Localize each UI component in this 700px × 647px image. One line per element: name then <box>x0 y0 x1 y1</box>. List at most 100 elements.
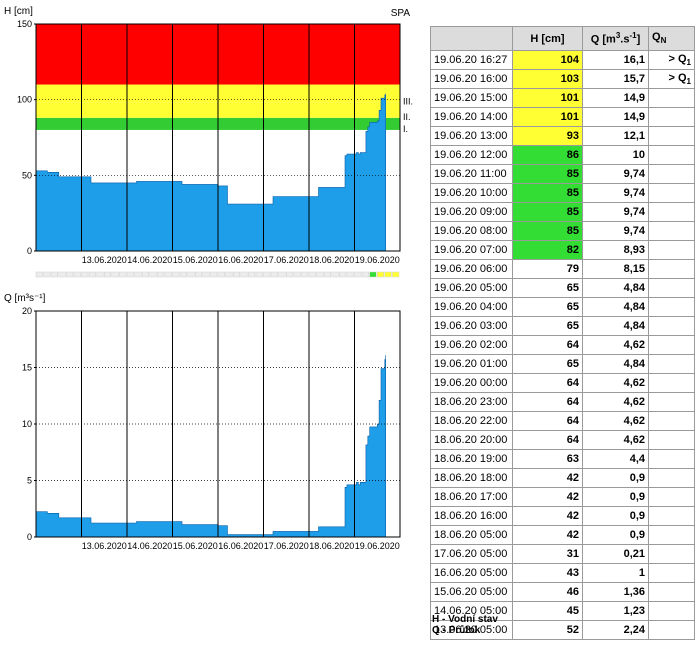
table-row: 19.06.20 04:00 65 4,84 <box>430 297 695 317</box>
row-h-value: 64 <box>512 373 583 393</box>
table-row: 19.06.20 16:00 103 15,7 > Q1 <box>430 69 695 89</box>
row-q-value: 4,62 <box>582 373 649 393</box>
status-cell <box>50 271 59 278</box>
status-cell <box>157 271 165 278</box>
row-qn-flag: > Q1 <box>648 69 695 89</box>
q-xtick-label: 16.06.2020 <box>218 541 263 551</box>
q-ytick-label: 20 <box>22 306 32 316</box>
table-row: 17.06.20 05:00 31 0,21 <box>430 544 695 564</box>
status-cell <box>149 271 157 278</box>
table-row: 19.06.20 09:00 85 9,74 <box>430 202 695 222</box>
status-cell <box>43 271 51 278</box>
q-plot-frame <box>35 310 401 538</box>
row-time: 19.06.20 02:00 <box>430 335 513 355</box>
legend: H - Vodní stav Q - Průtok <box>432 614 498 636</box>
row-h-value: 79 <box>512 259 583 279</box>
table-row: 19.06.20 13:00 93 12,1 <box>430 126 695 146</box>
row-time: 19.06.20 00:00 <box>430 373 513 393</box>
status-cell <box>331 271 339 278</box>
measurements-table: H [cm] Q [m3.s-1] QN 19.06.20 16:27 104 16… <box>430 26 695 640</box>
table-row: 19.06.20 03:00 65 4,84 <box>430 316 695 336</box>
row-time: 18.06.20 18:00 <box>430 468 513 488</box>
q-ytick-label: 15 <box>22 363 32 373</box>
row-q-value: 2,24 <box>582 620 649 640</box>
row-q-value: 4,84 <box>582 316 649 336</box>
status-cell <box>172 271 180 278</box>
status-cell <box>88 271 96 278</box>
status-cell <box>278 271 286 278</box>
row-time: 19.06.20 11:00 <box>430 164 513 184</box>
row-q-value: 16,1 <box>582 50 649 70</box>
h-plot-frame <box>35 23 401 252</box>
row-qn-flag <box>648 335 695 355</box>
row-qn-flag <box>648 297 695 317</box>
row-h-value: 85 <box>512 164 583 184</box>
status-cell <box>384 271 392 278</box>
station-code: SPA <box>391 8 411 19</box>
row-q-value: 9,74 <box>582 221 649 241</box>
status-cell <box>369 271 377 278</box>
table-row: 19.06.20 06:00 79 8,15 <box>430 259 695 279</box>
q-xtick-label: 15.06.2020 <box>173 541 218 551</box>
row-time: 19.06.20 07:00 <box>430 240 513 260</box>
row-time: 18.06.20 17:00 <box>430 487 513 507</box>
status-cell <box>354 271 362 278</box>
table-row: 18.06.20 19:00 63 4,4 <box>430 449 695 469</box>
h-xtick-label: 17.06.2020 <box>264 255 309 265</box>
status-cell <box>58 271 66 278</box>
row-h-value: 65 <box>512 278 583 298</box>
h-ytick-label: 150 <box>17 19 32 29</box>
row-qn-flag <box>648 506 695 526</box>
row-q-value: 9,74 <box>582 202 649 222</box>
q-ytick-label: 10 <box>22 419 32 429</box>
status-cell <box>225 271 233 278</box>
status-cell <box>308 271 316 278</box>
row-time: 19.06.20 16:00 <box>430 69 513 89</box>
status-cell <box>81 271 89 278</box>
table-row: 18.06.20 05:00 42 0,9 <box>430 525 695 545</box>
row-qn-flag <box>648 430 695 450</box>
status-cell <box>286 271 294 278</box>
row-time: 19.06.20 06:00 <box>430 259 513 279</box>
status-cell <box>248 271 256 278</box>
row-h-value: 104 <box>512 50 583 70</box>
row-qn-flag: > Q1 <box>648 50 695 70</box>
row-h-value: 86 <box>512 145 583 165</box>
row-time: 18.06.20 16:00 <box>430 506 513 526</box>
row-q-value: 8,15 <box>582 259 649 279</box>
row-time: 19.06.20 16:27 <box>430 50 513 70</box>
row-h-value: 64 <box>512 335 583 355</box>
row-q-value: 4,62 <box>582 392 649 412</box>
row-h-value: 101 <box>512 88 583 108</box>
water-level-chart: H [cm] SPA I. II. III. 0 50 100 150 13.06.202… <box>4 6 413 265</box>
row-q-value: 4,84 <box>582 354 649 374</box>
status-cell <box>164 271 172 278</box>
row-q-value: 4,84 <box>582 278 649 298</box>
row-h-value: 64 <box>512 430 583 450</box>
row-time: 18.06.20 23:00 <box>430 392 513 412</box>
q-xtick-label: 13.06.2020 <box>82 541 127 551</box>
row-qn-flag <box>648 278 695 298</box>
row-q-value: 0,9 <box>582 468 649 488</box>
row-q-value: 4,62 <box>582 335 649 355</box>
header-qn: QN <box>648 26 695 51</box>
status-cell <box>316 271 324 278</box>
row-q-value: 1 <box>582 563 649 583</box>
row-time: 19.06.20 13:00 <box>430 126 513 146</box>
h-axis-label: H [cm] <box>4 6 33 17</box>
row-qn-flag <box>648 202 695 222</box>
status-cell <box>232 271 241 278</box>
table-row: 19.06.20 10:00 85 9,74 <box>430 183 695 203</box>
legend-q: Q - Průtok <box>432 625 481 636</box>
row-q-value: 1,23 <box>582 601 649 621</box>
status-cell <box>73 271 81 278</box>
row-time: 18.06.20 19:00 <box>430 449 513 469</box>
row-q-value: 4,62 <box>582 430 649 450</box>
row-h-value: 65 <box>512 354 583 374</box>
h-ytick-label: 50 <box>22 170 32 180</box>
h-xtick-label: 15.06.2020 <box>173 255 218 265</box>
h-ytick-label: 0 <box>27 246 32 256</box>
row-h-value: 46 <box>512 582 583 602</box>
row-time: 19.06.20 01:00 <box>430 354 513 374</box>
